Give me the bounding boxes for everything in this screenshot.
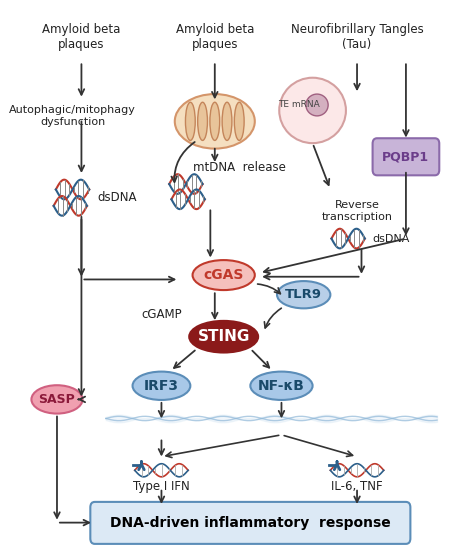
Ellipse shape [198,102,208,140]
Text: cGAMP: cGAMP [141,309,182,321]
Text: Amyloid beta
plaques: Amyloid beta plaques [175,23,254,51]
Text: Autophagic/mitophagy
dysfunction: Autophagic/mitophagy dysfunction [9,105,136,127]
Ellipse shape [277,281,330,309]
Ellipse shape [185,102,195,140]
Text: dsDNA: dsDNA [373,233,410,243]
Text: Neurofibrillary Tangles
(Tau): Neurofibrillary Tangles (Tau) [291,23,423,51]
FancyBboxPatch shape [91,502,410,544]
Ellipse shape [222,102,232,140]
Text: Reverse
transcription: Reverse transcription [321,201,392,222]
Text: TLR9: TLR9 [285,288,322,301]
Text: STING: STING [198,329,250,344]
Text: Amyloid beta
plaques: Amyloid beta plaques [42,23,120,51]
Text: NF-κB: NF-κB [258,379,305,393]
Text: PQBP1: PQBP1 [383,150,429,163]
Text: DNA-driven inflammatory  response: DNA-driven inflammatory response [110,516,391,529]
Text: IRF3: IRF3 [144,379,179,393]
Ellipse shape [279,78,346,143]
Text: cGAS: cGAS [203,268,244,282]
FancyBboxPatch shape [373,138,439,175]
Text: mtDNA  release: mtDNA release [192,161,285,174]
Ellipse shape [175,94,255,149]
Text: Type I IFN: Type I IFN [133,480,190,493]
Text: SASP: SASP [38,393,75,406]
Text: IL-6, TNF: IL-6, TNF [331,480,383,493]
Text: TE mRNA: TE mRNA [278,100,320,110]
Ellipse shape [189,321,258,352]
Ellipse shape [306,94,328,116]
Ellipse shape [31,385,82,414]
Ellipse shape [192,260,255,290]
Ellipse shape [234,102,244,140]
Ellipse shape [133,372,191,400]
Ellipse shape [250,372,312,400]
Text: dsDNA: dsDNA [97,191,137,204]
Ellipse shape [210,102,219,140]
